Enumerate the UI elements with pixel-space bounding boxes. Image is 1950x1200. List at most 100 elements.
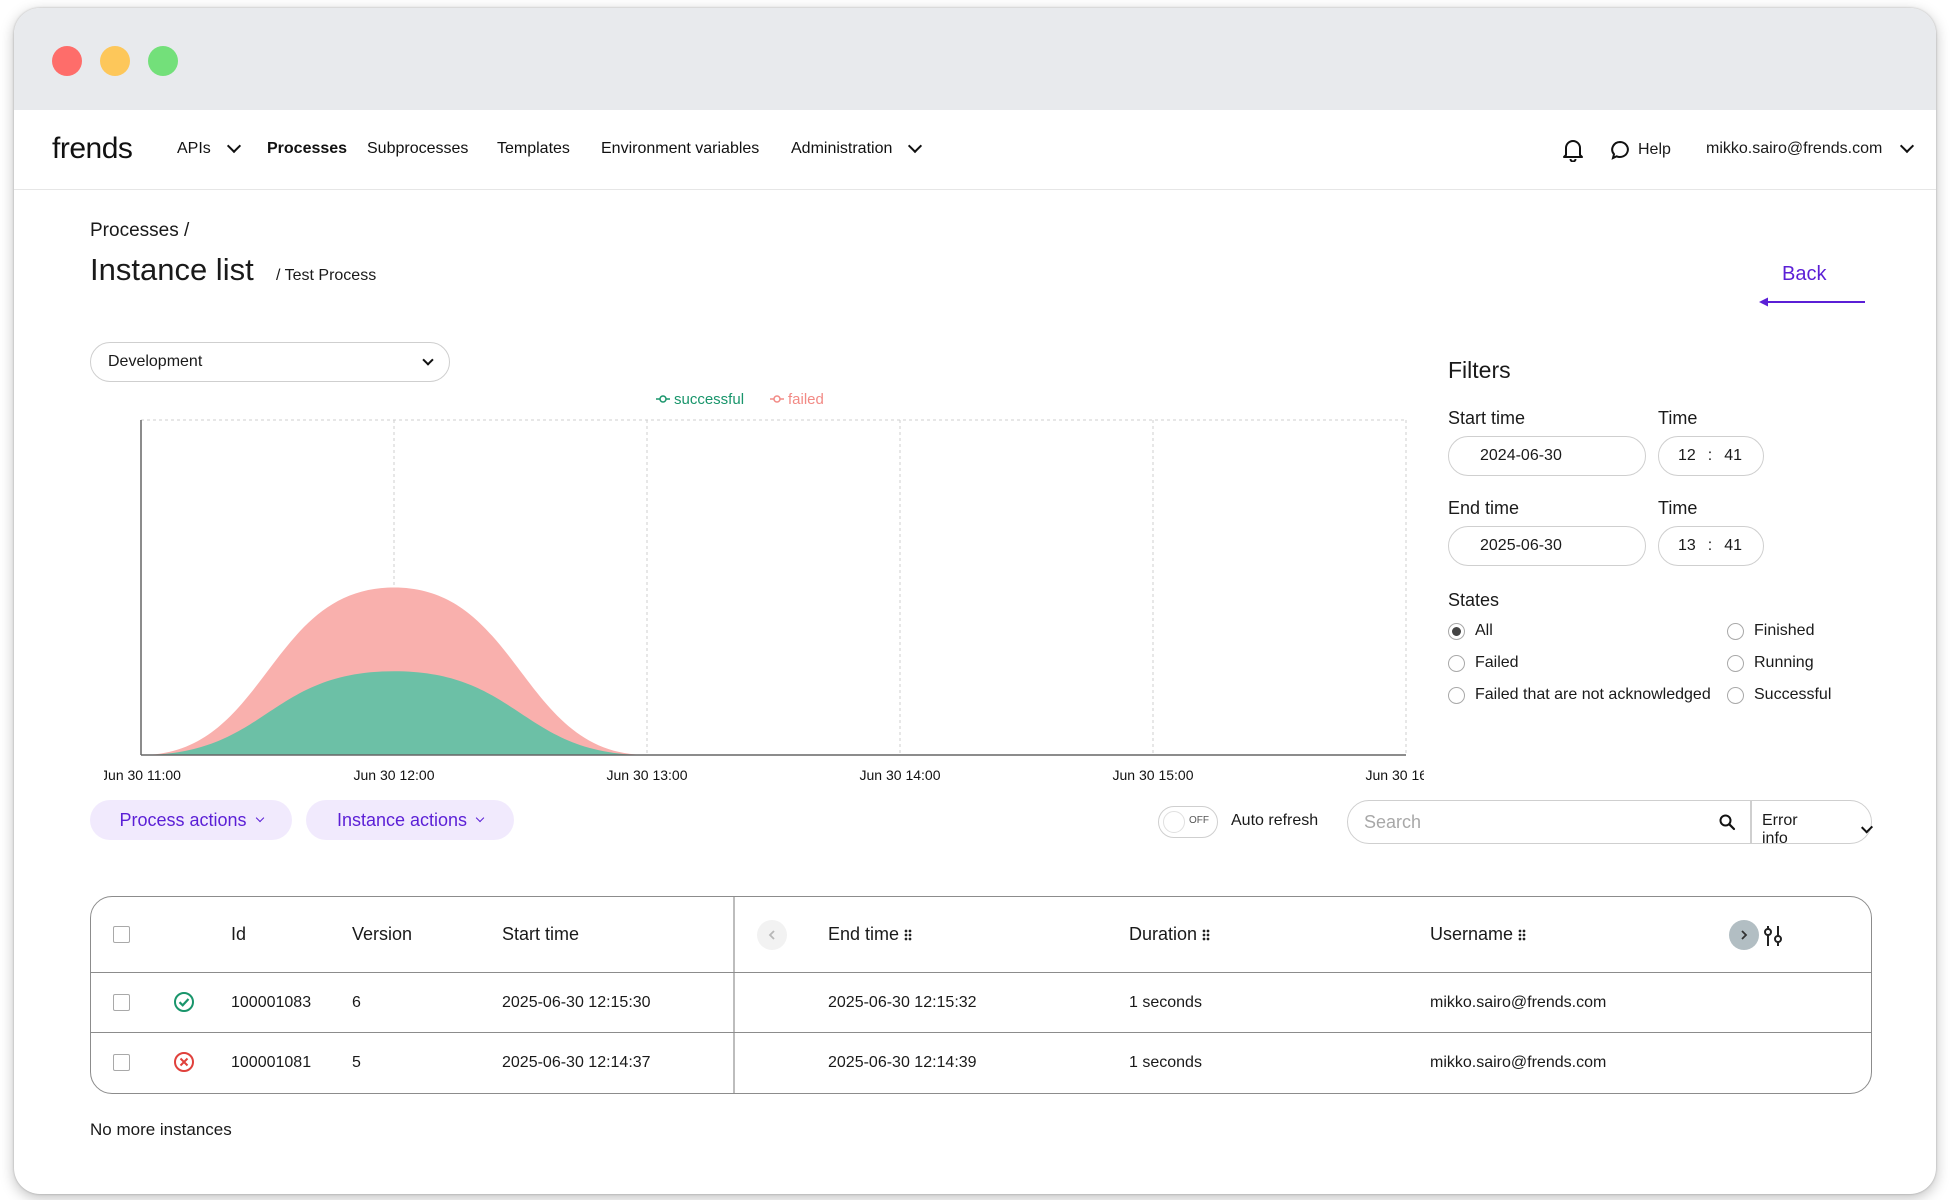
start-date-value: 2024-06-30 — [1480, 447, 1562, 464]
state-failed-label: Failed — [1475, 654, 1519, 671]
nav-environment-variables[interactable]: Environment variables — [601, 140, 759, 158]
chart-x-tick-label: Jun 30 13:00 — [607, 767, 688, 782]
search-icon[interactable] — [1718, 813, 1736, 831]
state-radio-running[interactable]: Running — [1727, 654, 1814, 672]
nav-administration-label: Administration — [791, 140, 893, 157]
state-radio-failed[interactable]: Failed — [1448, 654, 1519, 672]
header-duration[interactable]: Duration — [1129, 897, 1211, 972]
table-row[interactable]: 100001081 5 2025-06-30 12:14:37 2025-06-… — [91, 1033, 1871, 1093]
search-box: Error info — [1347, 800, 1874, 847]
radio-icon — [1727, 654, 1744, 672]
end-hour[interactable]: 13 — [1678, 537, 1696, 554]
state-radio-finished[interactable]: Finished — [1727, 622, 1814, 640]
end-date-input[interactable]: 2025-06-30 — [1448, 526, 1646, 566]
nav-apis[interactable]: APIs — [177, 138, 241, 158]
help-label: Help — [1638, 141, 1671, 158]
start-time-hour-label: Time — [1658, 408, 1698, 428]
header-username[interactable]: Username — [1430, 897, 1527, 972]
nav-subprocesses[interactable]: Subprocesses — [367, 140, 468, 158]
back-link[interactable]: Back — [1782, 263, 1827, 285]
legend-label-successful: successful — [674, 391, 744, 408]
speech-bubble-icon — [1611, 140, 1629, 160]
table-row[interactable]: 100001083 6 2025-06-30 12:15:30 2025-06-… — [91, 973, 1871, 1033]
state-radio-failed-unack[interactable]: Failed that are not acknowledged — [1448, 686, 1711, 704]
cell-duration: 1 seconds — [1129, 993, 1202, 1011]
search-input[interactable] — [1364, 810, 1704, 834]
header-duration-label: Duration — [1129, 924, 1198, 944]
breadcrumb[interactable]: Processes / — [90, 220, 190, 241]
end-minute[interactable]: 41 — [1724, 537, 1743, 554]
start-time-label: Start time — [1448, 408, 1526, 428]
chevron-down-icon — [226, 138, 241, 154]
process-actions-button[interactable]: Process actions — [90, 800, 292, 840]
auto-refresh-toggle[interactable]: OFF — [1158, 806, 1218, 838]
chart-grid — [141, 419, 1407, 755]
chevron-down-icon — [1900, 138, 1915, 154]
scroll-left-button[interactable] — [757, 920, 787, 950]
start-time-input[interactable]: 12 : 41 — [1658, 436, 1764, 476]
row-checkbox[interactable] — [113, 1054, 130, 1071]
nav-administration[interactable]: Administration — [791, 138, 923, 158]
select-all-checkbox[interactable] — [113, 926, 130, 943]
column-settings-icon[interactable] — [1763, 925, 1783, 947]
user-menu[interactable]: mikko.sairo@frends.com — [1706, 138, 1915, 158]
end-time-label: End time — [1448, 498, 1520, 518]
help-link[interactable]: Help — [1610, 140, 1671, 160]
chevron-down-icon — [255, 813, 264, 823]
column-separator — [733, 897, 735, 1093]
failed-x-icon — [174, 1052, 194, 1072]
radio-icon — [1727, 622, 1744, 640]
chart-x-tick-labels: Jun 30 11:00 Jun 30 12:00 Jun 30 13:00 Jun … — [104, 767, 1424, 782]
states-label: States — [1448, 590, 1500, 610]
chart-axes — [140, 420, 1406, 756]
nav-processes[interactable]: Processes — [267, 140, 347, 158]
drag-handle-icon[interactable] — [1202, 928, 1211, 941]
chart-x-tick-label: Jun 30 16:00 — [1366, 767, 1424, 782]
chart-x-tick-label: Jun 30 12:00 — [354, 767, 435, 782]
header-end-time[interactable]: End time — [828, 897, 913, 972]
drag-handle-icon[interactable] — [1518, 928, 1527, 941]
error-info-select[interactable]: Error info — [1762, 812, 1874, 848]
cell-start-time: 2025-06-30 12:14:37 — [502, 1054, 651, 1071]
nav-processes-label: Processes — [267, 140, 348, 157]
chart-x-tick-label: Jun 30 11:00 — [104, 767, 181, 782]
chart-x-tick-label: Jun 30 15:00 — [1113, 767, 1194, 782]
instance-actions-button[interactable]: Instance actions — [306, 800, 514, 840]
time-separator: : — [1707, 447, 1713, 464]
chart-x-tick-label: Jun 30 14:00 — [860, 767, 941, 782]
minimize-window-button[interactable] — [100, 46, 130, 76]
scroll-right-button[interactable] — [1729, 920, 1759, 950]
end-time-input[interactable]: 13 : 41 — [1658, 526, 1764, 566]
header-id[interactable]: Id — [231, 924, 247, 944]
start-minute[interactable]: 41 — [1724, 447, 1743, 464]
header-start-time[interactable]: Start time — [502, 924, 580, 944]
maximize-window-button[interactable] — [148, 46, 178, 76]
instance-actions-label: Instance actions — [336, 809, 468, 830]
chevron-left-icon — [768, 930, 775, 940]
nav-templates[interactable]: Templates — [497, 140, 570, 158]
user-email: mikko.sairo@frends.com — [1706, 140, 1883, 157]
cell-id[interactable]: 100001081 — [231, 1054, 312, 1071]
legend-marker-failed — [773, 395, 781, 403]
environment-select[interactable]: Development — [90, 342, 450, 382]
drag-handle-icon[interactable] — [904, 928, 913, 941]
close-window-button[interactable] — [52, 46, 82, 76]
state-radio-all[interactable]: All — [1448, 622, 1493, 640]
radio-icon — [1448, 654, 1465, 672]
legend-label-failed: failed — [788, 391, 824, 408]
cell-id[interactable]: 100001083 — [231, 993, 312, 1011]
frends-logo[interactable]: frends — [52, 132, 133, 165]
header-username-label: Username — [1430, 924, 1514, 944]
bell-icon[interactable] — [1562, 138, 1584, 162]
row-checkbox[interactable] — [113, 994, 130, 1011]
state-all-label: All — [1475, 622, 1493, 639]
search-divider — [1750, 800, 1752, 844]
start-hour[interactable]: 12 — [1678, 447, 1696, 464]
header-version[interactable]: Version — [352, 924, 413, 944]
end-time-hour-label: Time — [1658, 498, 1698, 518]
nav-templates-label: Templates — [497, 140, 570, 157]
start-date-input[interactable]: 2024-06-30 — [1448, 436, 1646, 476]
success-check-icon — [174, 992, 194, 1012]
state-radio-successful[interactable]: Successful — [1727, 686, 1831, 704]
auto-refresh-label: Auto refresh — [1231, 812, 1319, 829]
